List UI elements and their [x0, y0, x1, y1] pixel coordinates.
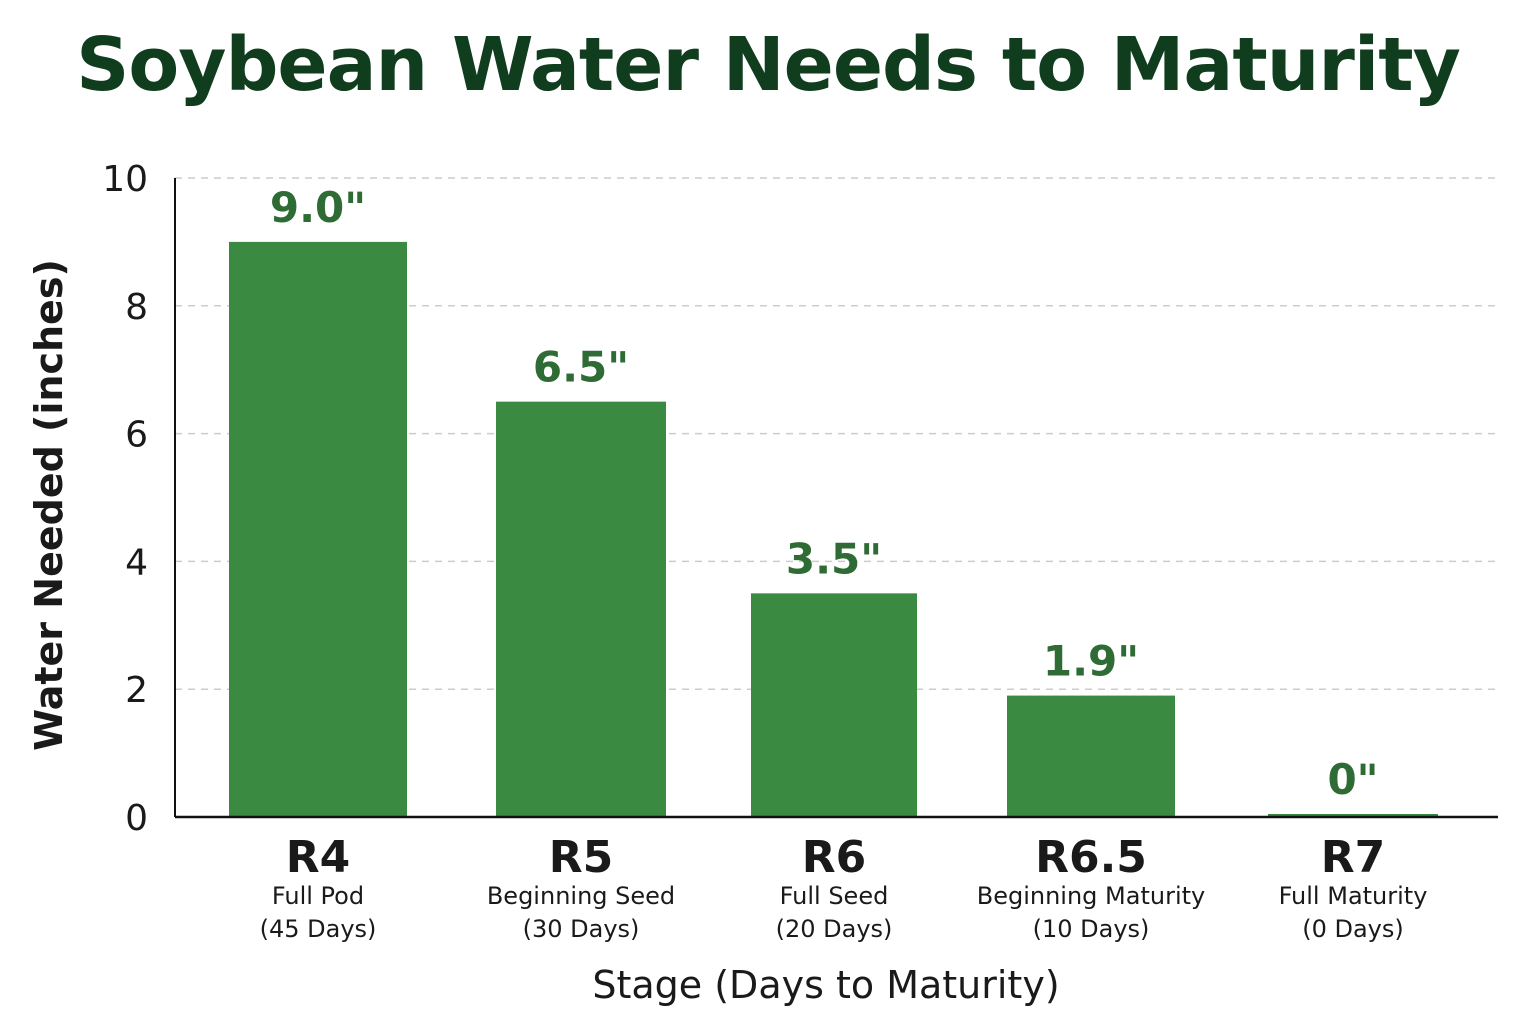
- bar-r6: [751, 593, 917, 817]
- bar-r6-5: [1007, 695, 1175, 817]
- y-tick-label: 4: [125, 542, 148, 583]
- y-axis-title: Water Needed (inches): [27, 259, 71, 751]
- stage-code-label: R6.5: [1035, 832, 1147, 883]
- stage-days-label: (30 Days): [523, 915, 640, 943]
- stage-days-label: (20 Days): [776, 915, 893, 943]
- x-axis-title: Stage (Days to Maturity): [592, 963, 1059, 1007]
- y-tick-label: 0: [125, 798, 148, 839]
- chart-title: Soybean Water Needs to Maturity: [76, 22, 1461, 108]
- stage-code-label: R4: [286, 832, 351, 883]
- y-tick-label: 10: [102, 159, 148, 200]
- value-label: 3.5": [786, 534, 882, 583]
- y-tick-label: 2: [125, 670, 148, 711]
- value-label: 0": [1327, 755, 1378, 804]
- stage-name-label: Beginning Maturity: [977, 882, 1205, 910]
- stage-code-label: R5: [549, 832, 614, 883]
- stage-name-label: Full Maturity: [1279, 882, 1428, 910]
- stage-name-label: Full Seed: [780, 882, 889, 910]
- bar-r4: [229, 241, 407, 817]
- stage-days-label: (10 Days): [1033, 915, 1150, 943]
- y-axis-ticks: 0 2 4 6 8 10: [102, 159, 148, 839]
- stage-name-label: Full Pod: [272, 882, 364, 910]
- bars: [229, 241, 1438, 817]
- stage-days-label: (45 Days): [260, 915, 377, 943]
- stage-code-label: R7: [1321, 832, 1386, 883]
- stage-days-label: (0 Days): [1302, 915, 1404, 943]
- value-labels: 9.0" 6.5" 3.5" 1.9" 0": [270, 183, 1379, 804]
- bar-r5: [496, 401, 666, 817]
- stage-code-label: R6: [802, 832, 867, 883]
- stage-name-label: Beginning Seed: [487, 882, 675, 910]
- value-label: 1.9": [1043, 637, 1139, 686]
- value-label: 6.5": [533, 343, 629, 392]
- value-label: 9.0": [270, 183, 366, 232]
- y-tick-label: 6: [125, 415, 148, 456]
- y-tick-label: 8: [125, 287, 148, 328]
- bar-r7: [1268, 814, 1438, 817]
